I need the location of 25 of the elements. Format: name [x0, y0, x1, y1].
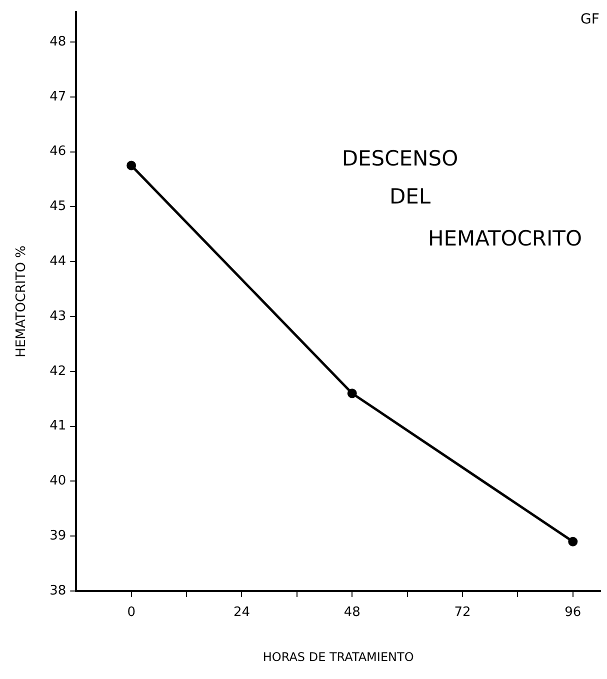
annotation: HEMATOCRITO: [428, 226, 582, 250]
point: [347, 388, 357, 398]
y-tick-label: 43: [50, 308, 66, 324]
x-tick-label: 72: [454, 605, 471, 620]
y-tick-label: 46: [50, 144, 66, 160]
x-axis-title: HORAS DE TRATAMIENTO: [262, 650, 414, 664]
x-tick-label: 0: [127, 605, 136, 620]
annotation: GF: [580, 12, 600, 28]
y-axis-title: HEMATOCRITO %: [14, 245, 30, 358]
y-tick-label: 40: [50, 474, 66, 489]
y-tick-label: 47: [50, 89, 66, 104]
x-tick-label: 24: [233, 605, 250, 620]
annotation: DEL: [389, 184, 431, 208]
y-tick-label: 44: [50, 254, 66, 269]
y-tick-label: 48: [50, 34, 66, 50]
point: [126, 160, 136, 170]
x-tick-label: 96: [564, 605, 582, 620]
y-tick-label: 39: [50, 528, 66, 544]
y-tick-label: 45: [50, 199, 66, 214]
x-tick-label: 48: [344, 605, 360, 620]
point: [568, 536, 578, 546]
y-tick-label: 41: [50, 418, 66, 434]
y-tick-label: 38: [50, 583, 66, 598]
annotation: DESCENSO: [342, 146, 458, 170]
y-tick-label: 42: [50, 364, 66, 379]
